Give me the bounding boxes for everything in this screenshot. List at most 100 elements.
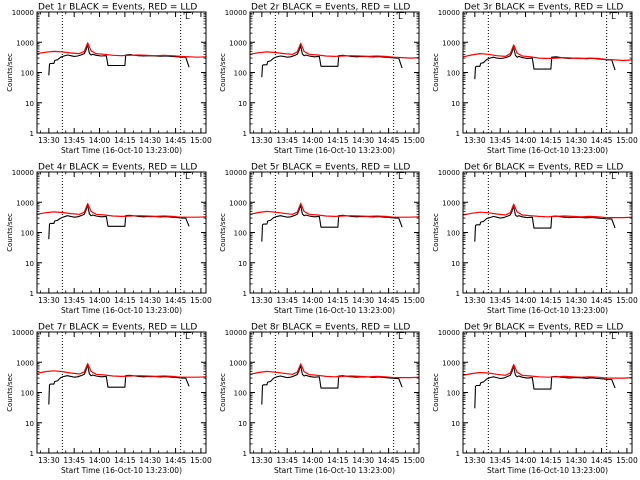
x-tick-label: 13:30 <box>251 136 273 145</box>
y-tick-label: 1 <box>456 130 460 138</box>
y-tick-label: 10000 <box>225 329 247 337</box>
y-tick-label: 10000 <box>12 169 34 177</box>
series-line-lld <box>462 203 633 219</box>
x-tick-label: 13:45 <box>276 136 298 145</box>
x-tick-label: 14:15 <box>540 456 562 465</box>
chart-title: Det 3r BLACK = Events, RED = LLD <box>464 3 623 13</box>
x-tick-label: 15:00 <box>616 456 638 465</box>
chart-panel: Det 8r BLACK = Events, RED = LLD L 1 10 100 1… <box>213 320 426 480</box>
x-tick-label: 15:00 <box>616 136 638 145</box>
series-line-events <box>474 46 616 80</box>
x-tick-label: 13:45 <box>489 296 511 305</box>
marker-label: L <box>398 12 403 21</box>
y-tick-label: 10000 <box>438 169 460 177</box>
chart-panel: Det 5r BLACK = Events, RED = LLD L 1 10 100 1… <box>213 160 426 320</box>
x-tick-label: 15:00 <box>403 136 425 145</box>
chart-title: Det 6r BLACK = Events, RED = LLD <box>464 163 623 173</box>
chart-panel: Det 3r BLACK = Events, RED = LLD L 1 10 100 1… <box>426 0 639 160</box>
y-tick-label: 10 <box>25 260 34 268</box>
x-tick-label: 14:15 <box>540 296 562 305</box>
series-line-lld <box>462 363 633 379</box>
x-tick-label: 14:45 <box>591 456 613 465</box>
x-axis-title: Start Time (16-Oct-10 13:23:00) <box>487 146 608 155</box>
y-tick-label: 1 <box>30 450 34 458</box>
x-axis-title: Start Time (16-Oct-10 13:23:00) <box>274 306 395 315</box>
y-tick-label: 10000 <box>12 9 34 17</box>
x-tick-label: 14:30 <box>139 456 161 465</box>
y-tick-label: 1000 <box>442 199 460 207</box>
x-axis-title: Start Time (16-Oct-10 13:23:00) <box>274 466 395 475</box>
series-line-events <box>48 44 190 76</box>
chart-title: Det 5r BLACK = Events, RED = LLD <box>251 163 410 173</box>
marker-label: L <box>611 12 616 21</box>
y-tick-label: 1000 <box>442 359 460 367</box>
x-tick-label: 15:00 <box>403 456 425 465</box>
y-axis-title: Counts/sec <box>6 373 14 412</box>
chart-panel: Det 2r BLACK = Events, RED = LLD L 1 10 100 1… <box>213 0 426 160</box>
x-tick-label: 14:45 <box>591 296 613 305</box>
x-tick-label: 14:00 <box>515 136 537 145</box>
x-tick-label: 13:30 <box>38 296 60 305</box>
y-tick-label: 1000 <box>442 39 460 47</box>
x-tick-label: 15:00 <box>190 456 212 465</box>
x-tick-label: 14:00 <box>515 456 537 465</box>
series-line-lld <box>249 202 420 218</box>
x-axis-title: Start Time (16-Oct-10 13:23:00) <box>61 306 182 315</box>
x-tick-label: 14:45 <box>378 456 400 465</box>
x-tick-label: 14:00 <box>302 296 324 305</box>
y-tick-label: 1 <box>456 290 460 298</box>
y-tick-label: 1000 <box>229 199 247 207</box>
y-tick-label: 100 <box>21 70 34 78</box>
x-tick-label: 14:45 <box>591 136 613 145</box>
y-tick-label: 1 <box>456 450 460 458</box>
marker-label: L <box>611 172 616 181</box>
y-tick-label: 1000 <box>229 39 247 47</box>
x-tick-label: 14:45 <box>378 296 400 305</box>
x-tick-label: 15:00 <box>616 296 638 305</box>
y-tick-label: 100 <box>21 230 34 238</box>
x-tick-label: 13:45 <box>276 296 298 305</box>
x-tick-label: 14:30 <box>565 296 587 305</box>
x-axis-title: Start Time (16-Oct-10 13:23:00) <box>487 466 608 475</box>
series-line-events <box>48 364 190 405</box>
x-tick-label: 14:00 <box>89 296 111 305</box>
y-axis-title: Counts/sec <box>219 53 227 92</box>
y-tick-label: 10000 <box>438 9 460 17</box>
x-tick-label: 14:00 <box>302 136 324 145</box>
y-tick-label: 10 <box>25 420 34 428</box>
x-tick-label: 14:45 <box>165 296 187 305</box>
series-line-events <box>261 204 403 242</box>
x-tick-label: 14:45 <box>165 136 187 145</box>
x-tick-label: 13:30 <box>38 136 60 145</box>
y-tick-label: 1000 <box>16 359 34 367</box>
x-tick-label: 13:45 <box>63 296 85 305</box>
chart-title: Det 1r BLACK = Events, RED = LLD <box>38 3 197 13</box>
y-axis-title: Counts/sec <box>6 53 14 92</box>
marker-label: L <box>398 172 403 181</box>
series-line-events <box>261 364 403 405</box>
chart-panel: Det 4r BLACK = Events, RED = LLD L 1 10 100 1… <box>0 160 213 320</box>
y-tick-label: 10 <box>238 420 247 428</box>
y-tick-label: 10000 <box>12 329 34 337</box>
y-tick-label: 1000 <box>229 359 247 367</box>
x-tick-label: 14:30 <box>352 136 374 145</box>
x-tick-label: 13:45 <box>276 456 298 465</box>
x-tick-label: 13:30 <box>251 456 273 465</box>
y-tick-label: 10000 <box>225 169 247 177</box>
x-tick-label: 13:45 <box>489 456 511 465</box>
x-tick-label: 14:15 <box>114 456 136 465</box>
x-tick-label: 14:15 <box>540 136 562 145</box>
x-tick-label: 13:30 <box>464 296 486 305</box>
x-tick-label: 13:45 <box>489 136 511 145</box>
x-tick-label: 13:30 <box>251 296 273 305</box>
y-axis-title: Counts/sec <box>219 213 227 252</box>
series-line-events <box>474 205 616 242</box>
chart-title: Det 4r BLACK = Events, RED = LLD <box>38 163 197 173</box>
x-tick-label: 13:30 <box>38 456 60 465</box>
y-tick-label: 100 <box>447 390 460 398</box>
